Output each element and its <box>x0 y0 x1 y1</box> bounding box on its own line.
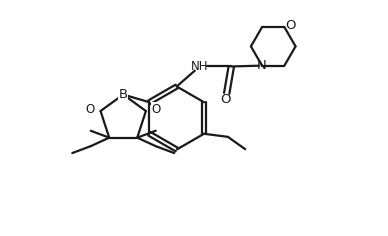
Text: B: B <box>119 88 128 101</box>
Text: O: O <box>85 103 95 116</box>
Text: O: O <box>221 93 231 106</box>
Text: N: N <box>257 59 267 72</box>
Text: NH: NH <box>191 60 208 73</box>
Text: O: O <box>152 103 161 116</box>
Text: O: O <box>285 19 296 32</box>
